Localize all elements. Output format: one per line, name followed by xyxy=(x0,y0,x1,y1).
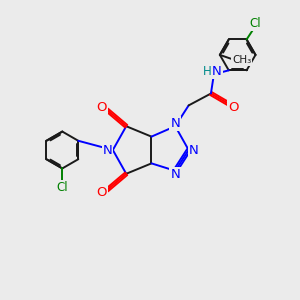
Text: N: N xyxy=(103,143,112,157)
Text: N: N xyxy=(170,168,180,181)
Text: Cl: Cl xyxy=(250,17,261,30)
Text: CH₃: CH₃ xyxy=(232,55,251,65)
Text: N: N xyxy=(189,143,199,157)
Text: O: O xyxy=(228,101,238,114)
Text: H: H xyxy=(203,65,212,78)
Text: N: N xyxy=(170,117,180,130)
Text: N: N xyxy=(212,65,222,78)
Text: Cl: Cl xyxy=(56,181,68,194)
Text: O: O xyxy=(96,101,107,114)
Text: O: O xyxy=(96,186,107,199)
